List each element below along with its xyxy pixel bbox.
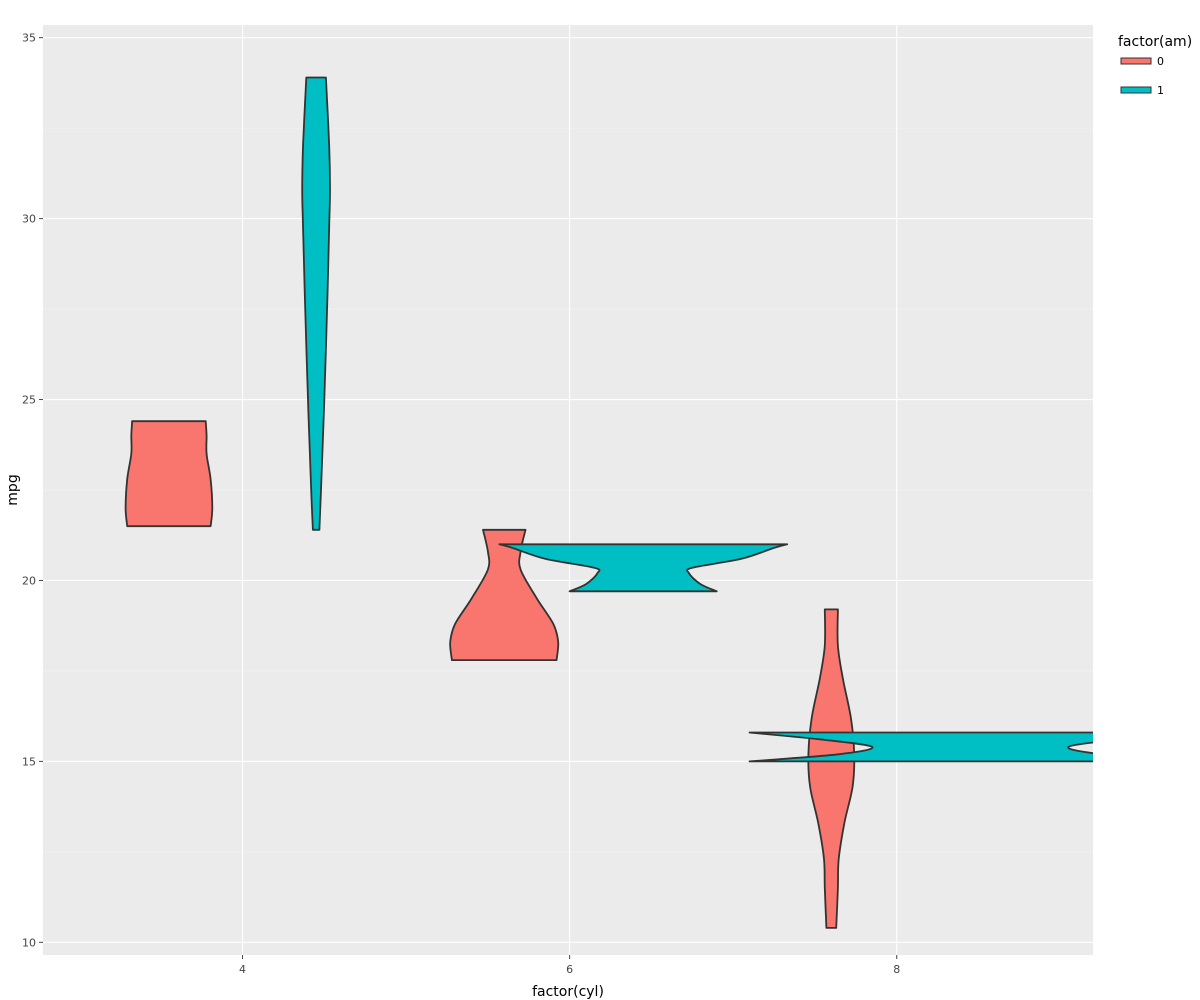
x-tick-label: 6: [566, 963, 573, 976]
x-axis-title: factor(cyl): [532, 984, 604, 1000]
violin-am-0: [449, 528, 560, 661]
violins: [124, 76, 1093, 929]
legend-key-0: [1120, 57, 1152, 65]
violin-am-1: [748, 731, 1093, 763]
legend-key-1: [1120, 86, 1152, 94]
violin-am-0: [124, 420, 214, 528]
y-tick-label: 20: [22, 574, 36, 587]
violin-am-1: [498, 543, 789, 593]
legend-label-0: 0: [1157, 55, 1164, 68]
y-tick-label: 30: [22, 213, 36, 226]
x-tick-label: 4: [239, 963, 246, 976]
y-tick-label: 15: [22, 755, 36, 768]
y-tick-label: 10: [22, 936, 36, 949]
legend-label-1: 1: [1157, 84, 1164, 97]
grid-lines: [43, 25, 1093, 955]
y-axis-title: mpg: [5, 474, 21, 505]
y-tick-label: 25: [22, 394, 36, 407]
x-tick-label: 8: [893, 963, 900, 976]
x-axis-ticks: 4 6 8: [239, 955, 900, 976]
legend: factor(am) 0 1: [1118, 34, 1192, 97]
violin-am-1: [301, 76, 331, 531]
y-axis-ticks: 10 15 20 25 30 35: [22, 32, 43, 949]
violin-am-0: [807, 608, 856, 929]
legend-title: factor(am): [1118, 34, 1192, 50]
y-tick-label: 35: [22, 32, 36, 45]
